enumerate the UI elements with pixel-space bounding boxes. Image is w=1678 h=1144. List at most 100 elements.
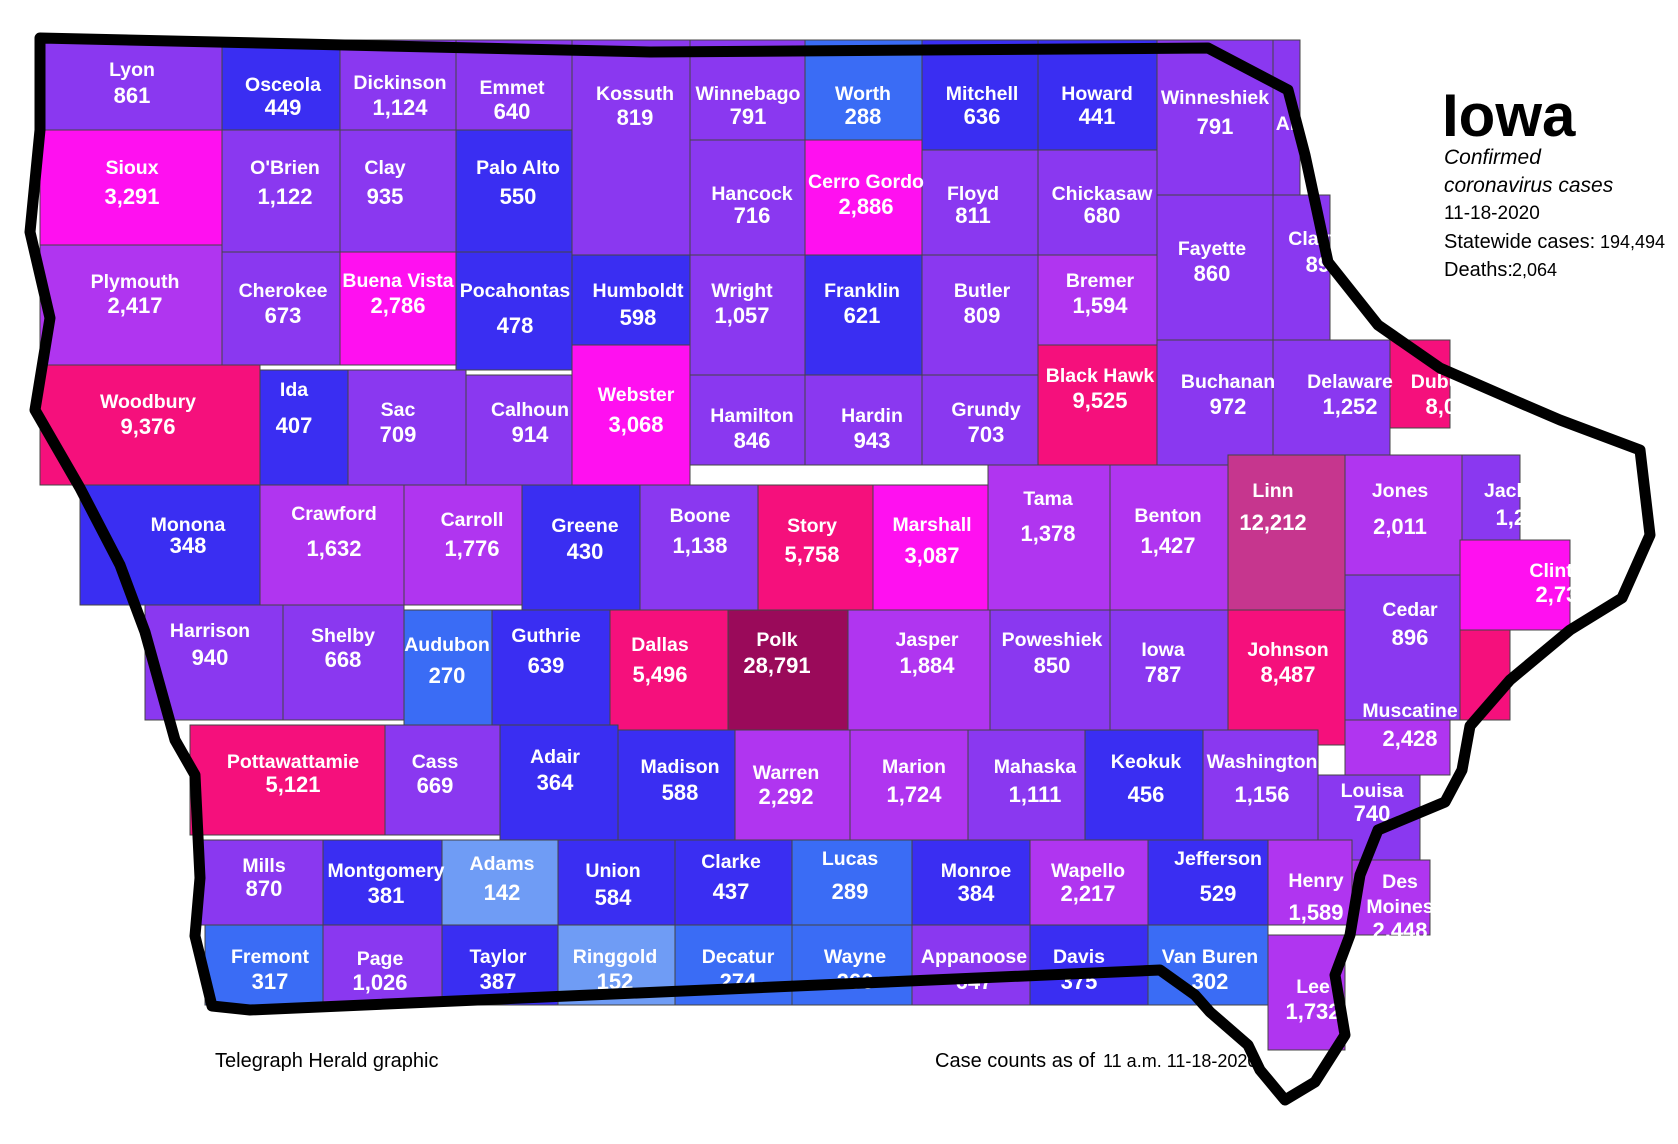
- county-name-clay: Clay: [364, 157, 405, 179]
- county-hamilton: [689, 374, 806, 466]
- county-name-carroll: Carroll: [441, 509, 504, 531]
- county-cases-des-moines: 2,448: [1372, 918, 1427, 943]
- county-cases-harrison: 940: [192, 645, 229, 670]
- state-outline: [24, 32, 1656, 1106]
- county-name-emmet: Emmet: [479, 77, 545, 99]
- county-cases-page: 1,026: [352, 970, 407, 995]
- county-cases-sioux: 3,291: [104, 184, 159, 209]
- county-lee: [1267, 934, 1346, 1051]
- county-cases-iowa: 787: [1145, 662, 1182, 687]
- county-name-wright: Wright: [711, 280, 773, 302]
- county-name-buena-vista: Buena Vista: [342, 270, 453, 292]
- county-name-louisa: Louisa: [1341, 780, 1404, 802]
- county-montgomery: [322, 839, 443, 926]
- county-cases-franklin: 621: [844, 303, 881, 328]
- county-name-delaware: Delaware: [1307, 371, 1393, 393]
- county-henry: [1267, 839, 1353, 926]
- county-crawford: [259, 484, 405, 606]
- county-name-franklin: Franklin: [824, 280, 900, 302]
- county-cases-madison: 588: [662, 780, 699, 805]
- county-davis: [1029, 924, 1149, 1006]
- county-name-greene: Greene: [551, 515, 618, 537]
- county-cases-linn: 12,212: [1239, 510, 1306, 535]
- county-boone: [639, 484, 759, 611]
- county-name-dickinson: Dickinson: [353, 72, 446, 94]
- county-cases-lyon: 861: [114, 83, 151, 108]
- county-name-henry: Henry: [1288, 870, 1343, 892]
- county-cases-clinton: 2,737: [1535, 582, 1590, 607]
- county-name-monroe: Monroe: [941, 860, 1012, 882]
- county-cherokee: [221, 251, 341, 366]
- county-grundy: [921, 374, 1039, 466]
- county-name-winneshiek: Winneshiek: [1161, 87, 1269, 109]
- county-cases-sac: 709: [380, 422, 417, 447]
- county-johnson: [1227, 609, 1346, 746]
- county-adams: [441, 839, 559, 926]
- county-name-monona: Monona: [151, 514, 226, 536]
- county-clinton: [1459, 539, 1571, 631]
- county-cases-worth: 288: [845, 104, 882, 129]
- county-black-hawk: [1037, 344, 1158, 466]
- county-cases-winneshiek: 791: [1197, 114, 1234, 139]
- county-name-palo-alto: Palo Alto: [476, 157, 560, 179]
- county-fayette: [1156, 194, 1274, 341]
- county-dallas: [609, 609, 729, 731]
- county-cases-poweshiek: 850: [1034, 653, 1071, 678]
- county-cases-polk: 28,791: [743, 653, 810, 678]
- county-name-floyd: Floyd: [947, 183, 999, 205]
- county-linn: [1227, 454, 1346, 611]
- county-jones: [1344, 454, 1463, 576]
- county-woodbury: [39, 364, 261, 486]
- county-name-adams: Adams: [469, 853, 534, 875]
- county-hardin: [804, 374, 923, 466]
- county-name-osceola: Osceola: [245, 74, 321, 96]
- county-name-mahaska: Mahaska: [994, 756, 1077, 778]
- county-cases-jackson: 1,251: [1495, 505, 1550, 530]
- county-cases-palo-alto: 550: [500, 184, 537, 209]
- county-name-mitchell: Mitchell: [946, 83, 1019, 105]
- deaths-value: 2,064: [1512, 260, 1557, 280]
- county-worth: [804, 39, 923, 141]
- as-of-value: 11 a.m. 11-18-2020: [1103, 1051, 1257, 1071]
- county-name-story: Story: [787, 515, 837, 537]
- county-name-appanoose: Appanoose: [921, 946, 1027, 968]
- subtitle-line-2: coronavirus cases: [1444, 174, 1614, 197]
- county-name-sioux: Sioux: [105, 157, 158, 179]
- county-cases-wapello: 2,217: [1060, 881, 1115, 906]
- county-name-calhoun: Calhoun: [491, 399, 569, 421]
- county-appanoose: [911, 924, 1031, 1006]
- county-cases-johnson: 8,487: [1260, 662, 1315, 687]
- county-name-mills: Mills: [242, 855, 285, 877]
- county-cases-mahaska: 1,111: [1009, 782, 1062, 807]
- county-warren: [734, 729, 851, 841]
- statewide-cases-label: Statewide cases:: [1444, 231, 1595, 253]
- county-cases-calhoun: 914: [512, 422, 549, 447]
- county-cases-dallas: 5,496: [632, 662, 687, 687]
- county-cases-crawford: 1,632: [306, 536, 361, 561]
- county-page: [322, 924, 443, 1006]
- county-cases-webster: 3,068: [608, 412, 663, 437]
- county-name-hamilton: Hamilton: [710, 405, 793, 427]
- county-name-harrison: Harrison: [170, 620, 250, 642]
- county-cases-benton: 1,427: [1140, 533, 1195, 558]
- county-name-page: Page: [357, 948, 404, 970]
- county-cases-buena-vista: 2,786: [370, 293, 425, 318]
- county-bremer: [1037, 254, 1158, 346]
- county-benton: [1109, 464, 1229, 611]
- county-cases-ida: 407: [276, 413, 313, 438]
- county-cases-muscatine: 2,428: [1382, 726, 1437, 751]
- county-cases-mitchell: 636: [964, 104, 1001, 129]
- county-cases-union: 584: [595, 885, 632, 910]
- county-cases-jasper: 1,884: [899, 653, 955, 678]
- county-van-buren: [1147, 924, 1269, 1006]
- credit-line: Telegraph Herald graphic: [215, 1050, 438, 1072]
- county-name-taylor: Taylor: [469, 946, 526, 968]
- county-name-warren: Warren: [753, 762, 819, 784]
- county-muscatine: [1344, 719, 1451, 776]
- legend-block: Iowa Confirmed coronavirus cases 11-18-2…: [1442, 82, 1665, 281]
- county-name-cerro-gordo: Cerro Gordo: [808, 171, 924, 193]
- county-adair: [499, 724, 619, 841]
- county-name-sac: Sac: [381, 399, 416, 421]
- county-name-tama: Tama: [1023, 488, 1073, 510]
- county-jasper: [847, 609, 991, 731]
